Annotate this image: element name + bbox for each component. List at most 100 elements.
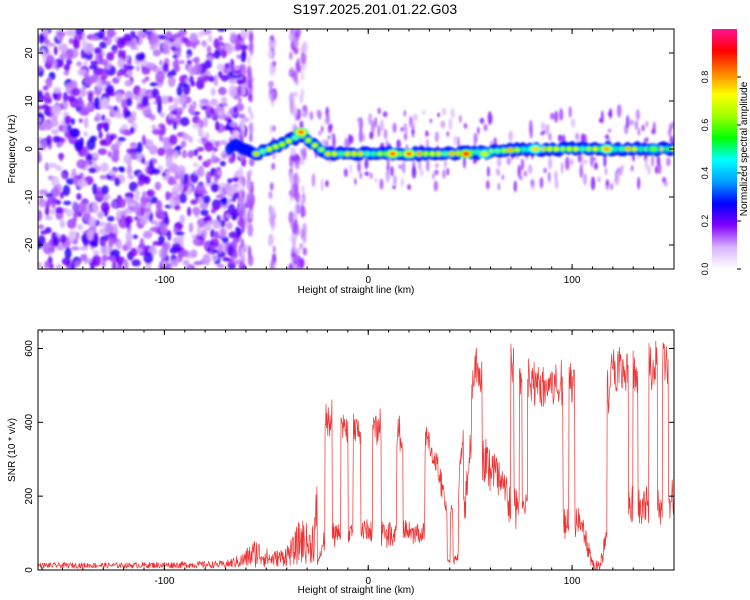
ridge-core-inner — [286, 139, 291, 143]
speckle — [192, 237, 201, 246]
speckle — [131, 110, 137, 122]
streak-blob — [392, 185, 396, 190]
streak-blob — [446, 131, 450, 137]
streak-blob — [597, 176, 601, 183]
speckle — [175, 231, 185, 236]
streak-blob — [268, 190, 273, 200]
speckle — [136, 151, 143, 162]
speckle — [83, 116, 89, 129]
speckle — [106, 31, 117, 36]
speckle — [228, 231, 238, 239]
streak-blob — [539, 177, 544, 189]
speckle — [97, 211, 104, 219]
speckle — [69, 128, 79, 138]
speckle — [121, 98, 129, 110]
streak-blob — [292, 91, 298, 98]
speckle — [62, 122, 68, 133]
speckle — [157, 147, 166, 157]
speckle — [234, 42, 242, 51]
ridge-core-inner — [325, 152, 330, 156]
speckle — [74, 260, 81, 267]
speckle — [117, 49, 123, 60]
streak-blob — [559, 108, 564, 121]
speckle — [128, 181, 138, 192]
streak-blob — [290, 101, 294, 115]
ridge-core-inner — [280, 142, 285, 146]
streak-blob — [593, 157, 596, 162]
speckle — [68, 230, 77, 242]
streak-blob — [301, 185, 305, 194]
streak-blob — [238, 84, 242, 97]
streak-blob — [419, 168, 424, 177]
speckle — [63, 64, 71, 71]
streak-blob — [671, 120, 674, 129]
speckle — [116, 70, 123, 77]
speckle — [193, 149, 198, 157]
speckle — [236, 54, 242, 60]
speckle — [102, 97, 110, 108]
streak-blob — [367, 112, 373, 125]
streak-blob — [299, 159, 305, 166]
speckle — [110, 200, 118, 209]
speckle — [86, 102, 92, 109]
streak-blob — [398, 164, 403, 169]
streak-blob — [598, 118, 603, 123]
speckle — [188, 104, 196, 116]
speckle — [100, 162, 109, 173]
streak-blob — [582, 173, 588, 186]
streak-blob — [294, 247, 301, 255]
streak-blob — [518, 176, 523, 181]
ridge-core-inner — [319, 148, 324, 152]
streak-blob — [575, 131, 580, 146]
streak-blob — [400, 126, 405, 132]
speckle — [210, 87, 216, 97]
streak-blob — [543, 167, 547, 173]
streak-blob — [332, 135, 336, 149]
speckle — [44, 260, 50, 269]
speckle — [93, 47, 102, 54]
speckle — [110, 143, 120, 152]
spectrogram-y-tick-label: -20 — [24, 237, 35, 252]
speckle — [106, 51, 115, 61]
speckle — [54, 207, 64, 214]
speckle — [173, 65, 181, 72]
speckle — [87, 91, 94, 103]
speckle — [38, 261, 42, 268]
speckle — [50, 208, 56, 215]
ridge-core-inner — [501, 149, 506, 153]
speckle — [211, 254, 219, 262]
streak-blob — [560, 161, 564, 174]
speckle — [116, 198, 127, 209]
speckle — [218, 185, 223, 198]
speckle — [175, 145, 183, 150]
streak-blob — [248, 209, 254, 220]
streak-blob — [450, 108, 455, 119]
speckle — [174, 37, 183, 50]
speckle — [66, 58, 73, 66]
speckle — [213, 38, 220, 49]
streak-blob — [580, 133, 586, 144]
speckle — [141, 134, 146, 146]
streak-blob — [364, 171, 370, 176]
speckle — [173, 32, 182, 39]
ridge-core-inner — [312, 143, 317, 147]
speckle — [210, 228, 215, 239]
speckle — [64, 115, 72, 125]
speckle — [161, 42, 170, 55]
speckle — [224, 43, 234, 55]
streak-blob — [626, 115, 630, 129]
speckle — [193, 64, 198, 76]
speckle — [192, 41, 197, 50]
snr-x-label: Height of straight line (km) — [298, 585, 415, 596]
streak-blob — [501, 174, 505, 181]
snr-panel: -100 0 100 0 200 400 600 Height of straight l… — [7, 329, 675, 596]
speckle — [78, 108, 89, 116]
speckle — [86, 229, 94, 241]
streak-blob — [584, 159, 588, 165]
speckle — [127, 174, 134, 180]
speckle — [76, 193, 82, 201]
speckle — [165, 191, 171, 201]
speckle — [201, 228, 208, 238]
speckle — [227, 261, 237, 269]
speckle — [123, 63, 128, 75]
